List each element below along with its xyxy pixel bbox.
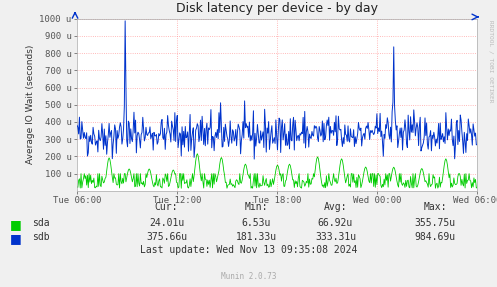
Text: ■: ■ [10,232,22,245]
Y-axis label: Average IO Wait (seconds): Average IO Wait (seconds) [26,45,35,164]
Text: Min:: Min: [244,202,268,212]
Text: ■: ■ [10,218,22,231]
Text: 6.53u: 6.53u [241,218,271,228]
Text: RRDTOOL / TOBI OETIKER: RRDTOOL / TOBI OETIKER [489,20,494,102]
Text: 375.66u: 375.66u [146,232,187,243]
Title: Disk latency per device - by day: Disk latency per device - by day [176,2,378,15]
Text: 24.01u: 24.01u [149,218,184,228]
Text: 333.31u: 333.31u [315,232,356,243]
Text: 66.92u: 66.92u [318,218,353,228]
Text: Max:: Max: [423,202,447,212]
Text: Munin 2.0.73: Munin 2.0.73 [221,272,276,281]
Text: sda: sda [32,218,50,228]
Text: 984.69u: 984.69u [414,232,455,243]
Text: Cur:: Cur: [155,202,178,212]
Text: 181.33u: 181.33u [236,232,276,243]
Text: 355.75u: 355.75u [414,218,455,228]
Text: Avg:: Avg: [324,202,347,212]
Text: Last update: Wed Nov 13 09:35:08 2024: Last update: Wed Nov 13 09:35:08 2024 [140,245,357,255]
Text: sdb: sdb [32,232,50,243]
